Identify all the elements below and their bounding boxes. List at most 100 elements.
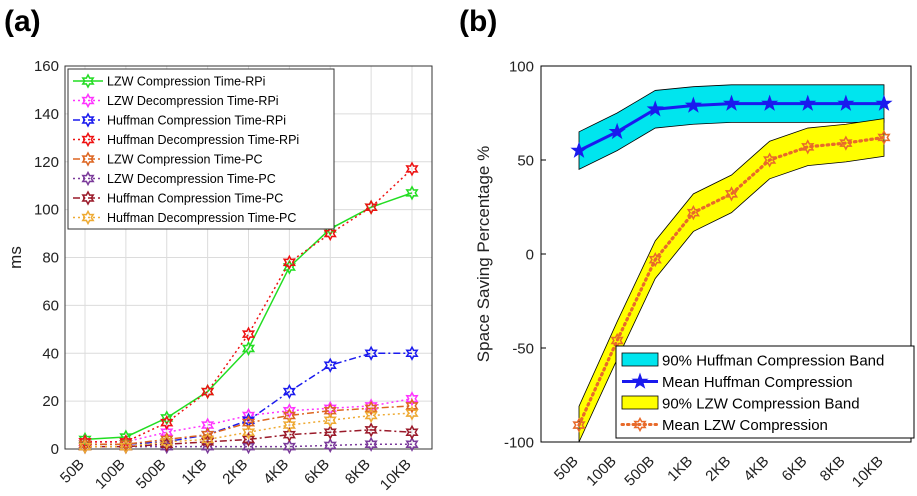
x-tick-label: 4KB xyxy=(740,453,772,485)
data-point xyxy=(160,410,174,426)
data-point xyxy=(78,434,92,450)
series-a-6 xyxy=(78,422,419,455)
data-point xyxy=(405,424,419,440)
legend-label: Huffman Compression Time-PC xyxy=(107,192,283,206)
data-point xyxy=(241,438,256,455)
series-line xyxy=(85,168,413,443)
legend-marker xyxy=(633,416,647,433)
x-tick-label: 1KB xyxy=(664,453,696,485)
data-point xyxy=(648,252,662,268)
x-tick-label: 10KB xyxy=(377,456,415,494)
y-tick-label: 20 xyxy=(42,393,59,410)
panel-label-a: (a) xyxy=(4,5,41,38)
legend-label: LZW Compression Time-PC xyxy=(107,153,263,167)
legend-label: LZW Compression Time-RPi xyxy=(107,75,265,89)
legend-marker xyxy=(81,92,95,109)
x-tick-label: 6KB xyxy=(301,456,333,488)
data-point xyxy=(282,403,296,419)
legend-entry: 90% LZW Compression Band xyxy=(621,396,860,413)
data-point xyxy=(241,431,256,448)
x-tick-label: 10KB xyxy=(849,453,887,491)
data-point xyxy=(364,400,378,416)
data-point xyxy=(608,122,626,140)
data-point xyxy=(761,94,779,111)
data-point xyxy=(160,434,174,450)
data-point xyxy=(160,436,174,452)
y-axis-label-a: ms xyxy=(6,246,25,269)
series-line xyxy=(85,352,412,445)
x-tick-label: 6KB xyxy=(779,453,811,485)
data-point xyxy=(282,407,296,424)
x-tick-label: 100B xyxy=(583,453,620,490)
x-tick-label: 50B xyxy=(551,453,582,484)
legend-label: Huffman Compression Time-RPi xyxy=(107,114,286,128)
data-point xyxy=(364,422,378,438)
legend-entry: LZW Compression Time-RPi xyxy=(73,73,265,89)
legend-label: 90% LZW Compression Band xyxy=(662,396,860,413)
data-point xyxy=(724,186,739,202)
legend-marker xyxy=(81,151,95,167)
data-point xyxy=(241,326,256,342)
data-point xyxy=(241,340,256,357)
data-point xyxy=(570,141,588,158)
data-point xyxy=(837,94,855,111)
series-line xyxy=(85,405,413,445)
data-point xyxy=(405,436,419,452)
legend-entry: Huffman Compression Time-RPi xyxy=(73,112,286,128)
data-point xyxy=(722,94,741,111)
series-b-0 xyxy=(570,94,893,158)
x-tick-label: 1KB xyxy=(178,456,210,488)
data-point xyxy=(801,139,815,155)
y-tick-label: 100 xyxy=(509,59,534,76)
axes-frame-a xyxy=(64,65,433,450)
x-tick-label: 4KB xyxy=(260,456,292,488)
data-point xyxy=(241,424,256,440)
data-point xyxy=(405,405,419,421)
data-point xyxy=(282,427,296,443)
legend-entry: Mean Huffman Compression xyxy=(622,372,853,391)
legend-box xyxy=(615,345,915,439)
data-point xyxy=(282,254,296,270)
y-tick-label: 0 xyxy=(51,441,59,458)
data-point xyxy=(799,94,817,111)
data-point xyxy=(323,403,337,419)
legend-entry: Huffman Compression Time-PC xyxy=(73,190,283,206)
x-tick-label: 500B xyxy=(621,453,658,490)
axes-frame-b xyxy=(540,65,912,443)
legend-marker xyxy=(81,209,95,226)
data-point xyxy=(241,407,256,424)
y-tick-label: 100 xyxy=(34,202,59,219)
data-point xyxy=(364,436,378,452)
legend-marker xyxy=(81,170,95,187)
legend-label: Mean LZW Compression xyxy=(662,417,828,434)
data-point xyxy=(405,345,419,361)
data-point xyxy=(160,415,174,431)
y-tick-label: 80 xyxy=(42,250,59,267)
legend-label: LZW Decompression Time-PC xyxy=(107,172,276,186)
legend-entry: LZW Decompression Time-RPi xyxy=(73,92,279,109)
data-point xyxy=(877,129,891,146)
legend-swatch-band xyxy=(621,352,659,367)
data-point xyxy=(839,135,853,151)
data-point xyxy=(405,185,419,201)
legend-label: Mean Huffman Compression xyxy=(662,374,853,391)
data-point xyxy=(364,398,378,414)
legend-marker xyxy=(81,73,95,89)
data-point xyxy=(684,96,702,113)
data-point xyxy=(646,100,664,117)
series-line xyxy=(85,429,413,448)
data-point xyxy=(119,439,133,455)
data-point xyxy=(119,434,133,450)
x-tick-label: 500B xyxy=(133,456,170,493)
y-axis-label-b: Space Saving Percentage % xyxy=(474,146,493,362)
legend-entry: Huffman Decompression Time-PC xyxy=(73,209,296,226)
y-tick-label: -50 xyxy=(512,341,534,358)
legend-marker xyxy=(81,112,95,128)
y-tick-label: 40 xyxy=(42,345,59,362)
legend-entry: LZW Decompression Time-PC xyxy=(73,170,276,187)
data-point xyxy=(160,431,174,448)
legend-label: Huffman Decompression Time-RPi xyxy=(107,133,299,147)
data-point xyxy=(241,415,256,431)
data-point xyxy=(201,383,215,400)
